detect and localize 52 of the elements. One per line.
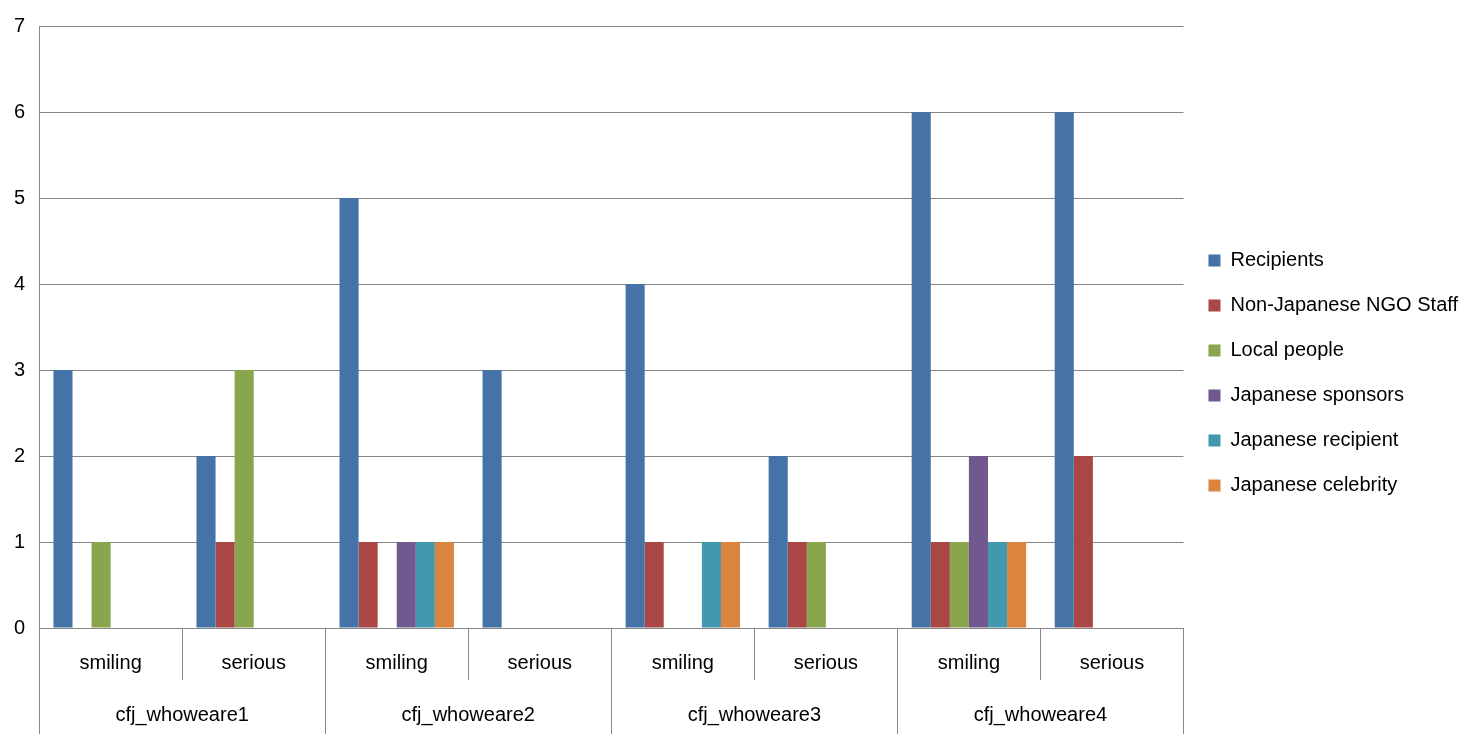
x-tick-label: smiling: [651, 650, 714, 673]
bar: [415, 542, 435, 628]
x-tick-label: smiling: [937, 650, 1001, 673]
x-tick-label: smiling: [79, 650, 142, 673]
x-tick-label: serious: [221, 650, 286, 673]
bar: [987, 542, 1008, 628]
bar: [434, 542, 454, 628]
y-tick-label: 2: [14, 443, 26, 466]
bar: [806, 542, 826, 628]
y-tick-label: 7: [14, 13, 26, 36]
x-tick-label: smiling: [365, 650, 428, 673]
bar: [768, 456, 788, 628]
legend-label: Japanese recipient: [1230, 428, 1399, 451]
bar: [1007, 542, 1027, 628]
bar: [968, 456, 988, 628]
bar: [930, 542, 950, 628]
text: cfj_whoweare1: [115, 702, 249, 726]
x-tick-label: serious: [793, 650, 859, 673]
y-tick-label: 5: [14, 185, 26, 208]
bar: [911, 112, 931, 628]
text: cfj_whoweare2: [401, 702, 535, 726]
bar: [91, 542, 111, 628]
legend-label: Recipients: [1230, 248, 1324, 271]
bar: [644, 542, 664, 628]
legend-label: Local people: [1230, 338, 1344, 361]
bar: [196, 456, 216, 628]
bar: [949, 542, 969, 628]
bar: [339, 198, 359, 628]
bar: [234, 370, 254, 628]
x-tick-label: serious: [507, 650, 573, 673]
bar: [215, 542, 235, 628]
y-tick-label: 6: [14, 99, 26, 122]
text: cfj_whoweare3: [687, 702, 822, 726]
x-tick-label: serious: [1079, 650, 1145, 673]
y-tick-label: 4: [14, 271, 26, 294]
legend-label: Japanese sponsors: [1230, 383, 1404, 406]
bar: [53, 370, 73, 628]
y-tick-label: 0: [14, 615, 26, 638]
bar: [1073, 456, 1093, 628]
bar: [720, 542, 741, 628]
bar: [787, 542, 807, 628]
legend-label: Japanese celebrity: [1230, 473, 1398, 496]
bar: [482, 370, 502, 628]
bar: [358, 542, 378, 628]
text: cfj_whoweare4: [973, 702, 1108, 726]
legend-label: Non-Japanese NGO Staff: [1230, 293, 1459, 316]
bar: [701, 542, 721, 628]
bar: [1054, 112, 1074, 628]
bar: [396, 542, 416, 628]
y-tick-label: 1: [14, 529, 26, 552]
bar: [625, 284, 645, 628]
y-tick-label: 3: [14, 357, 26, 380]
